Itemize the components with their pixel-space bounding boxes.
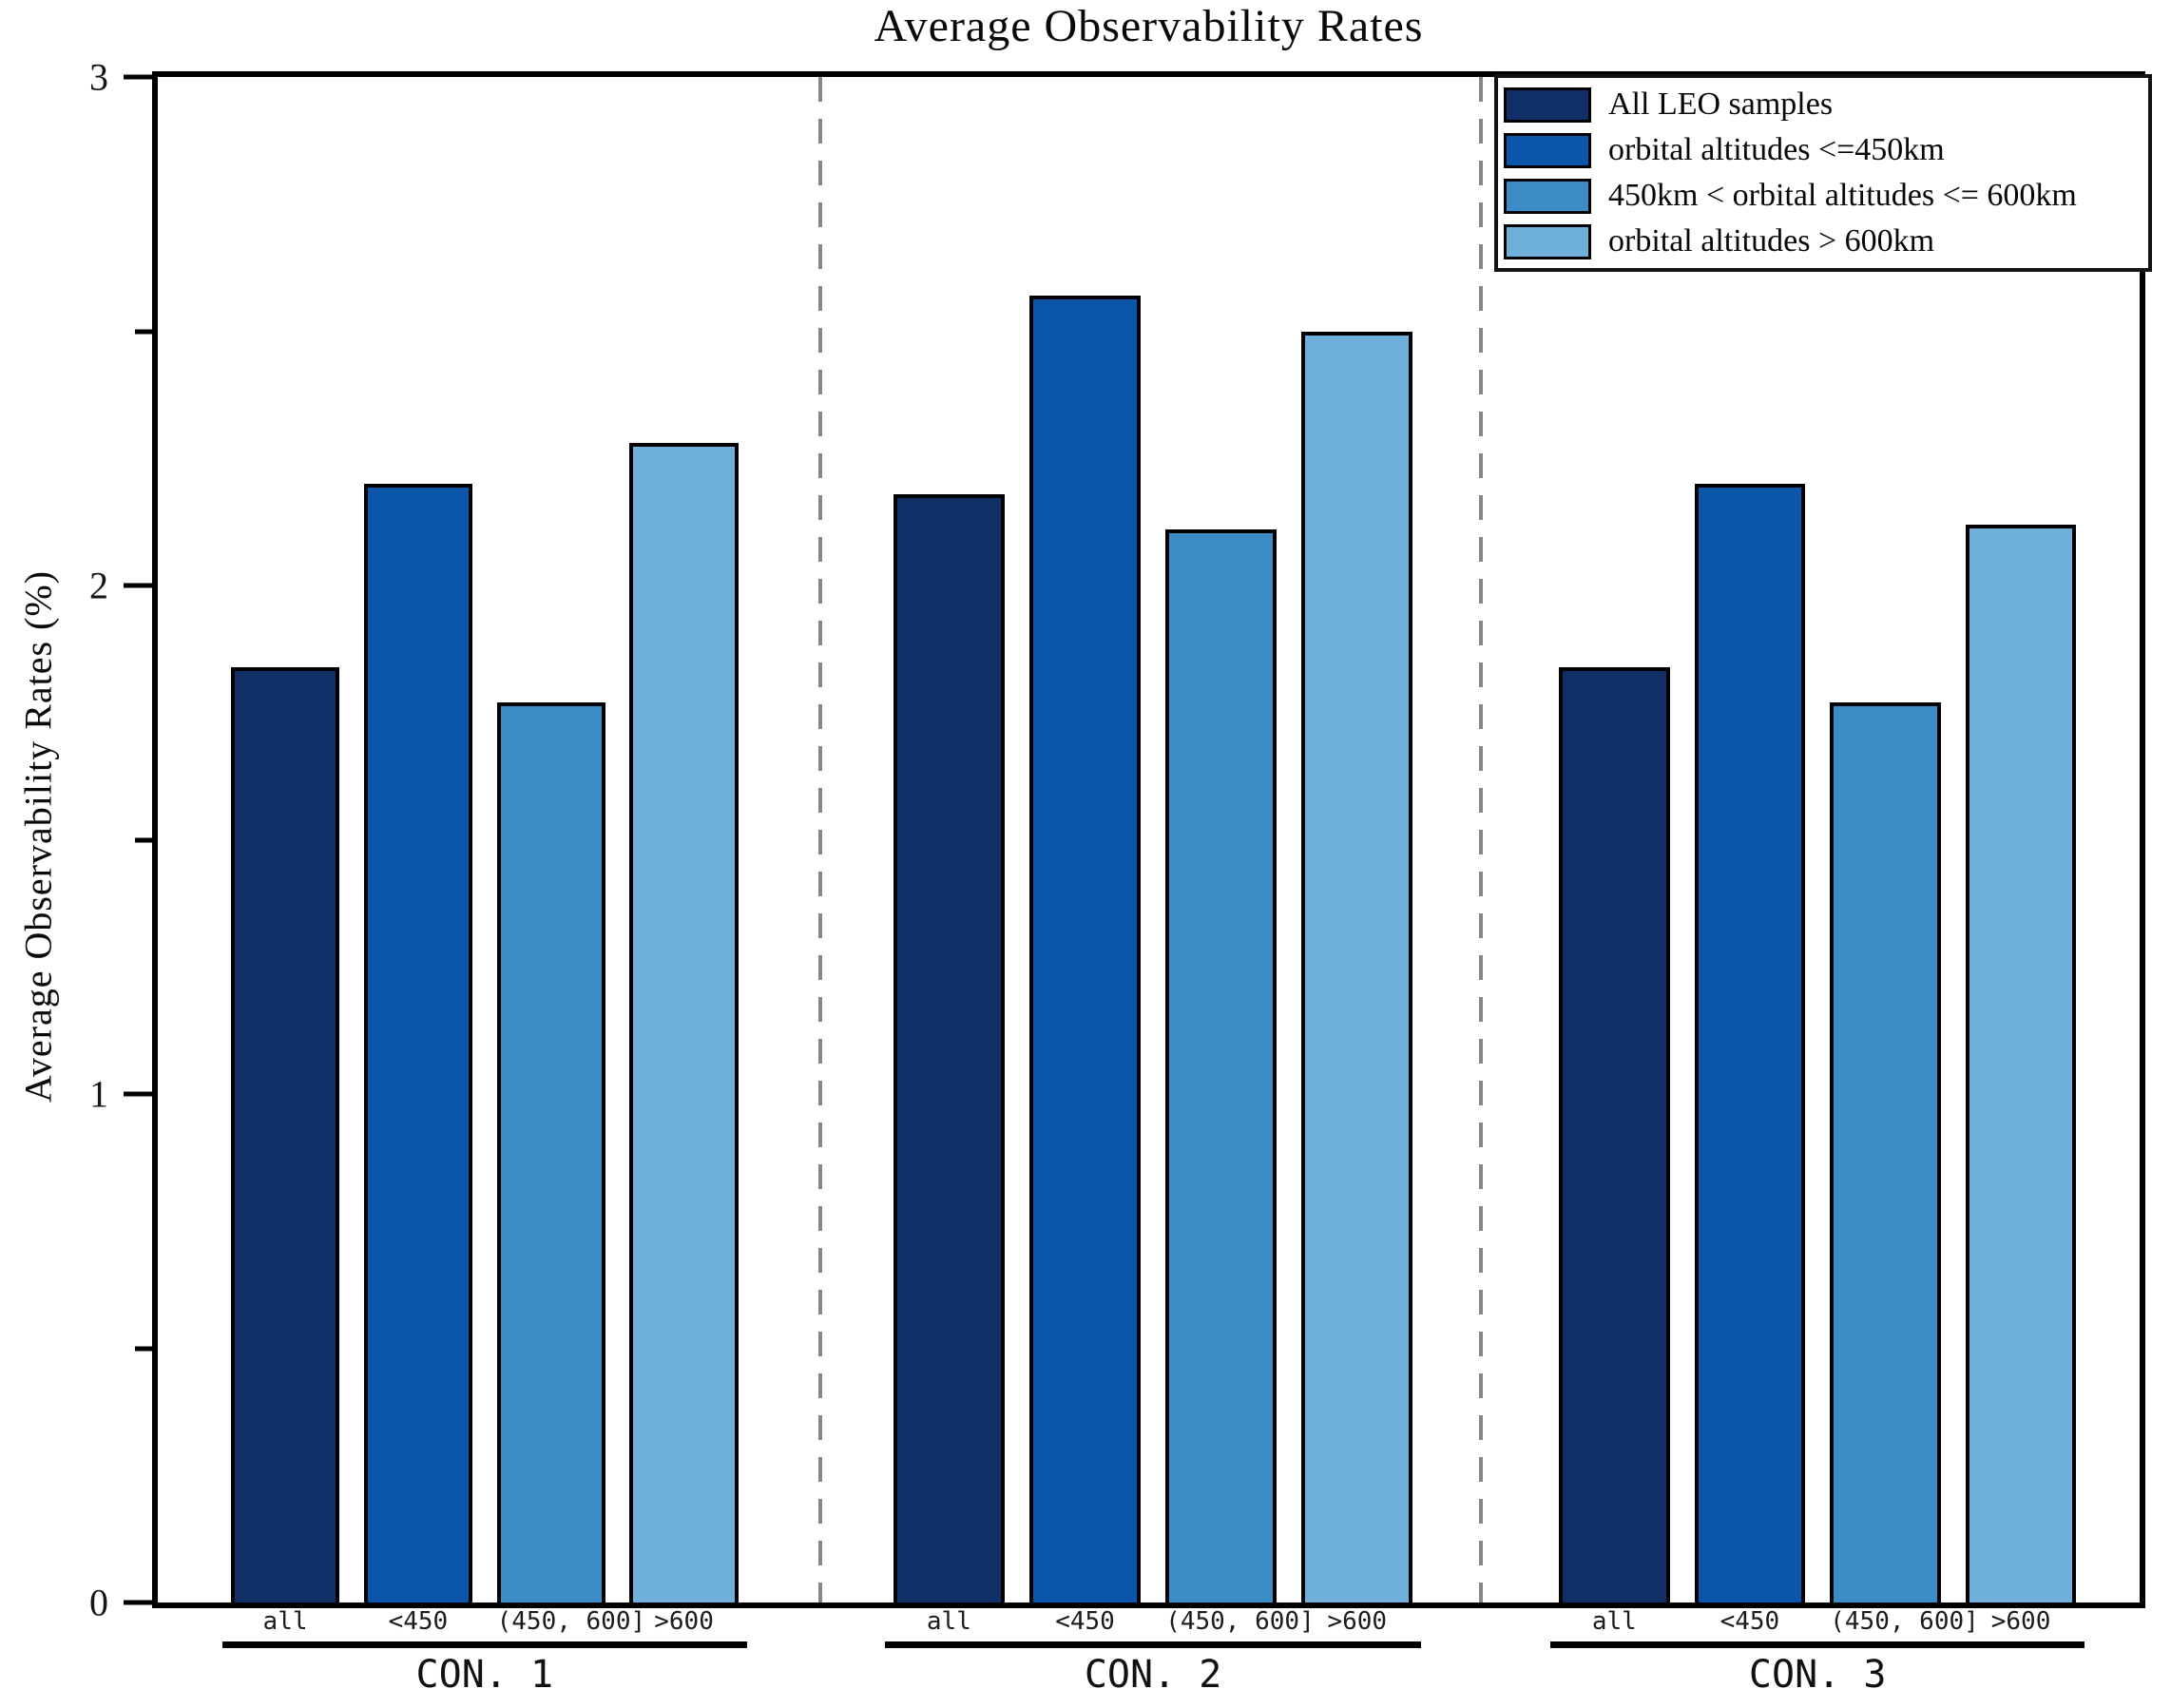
x-bar-label: (450, 600] (1165, 1607, 1315, 1636)
bar-group3-series1 (1559, 666, 1670, 1602)
x-group-3: all <450 (450, 600] >600 CON. 3 (1550, 1606, 2085, 1697)
x-bar-label: >600 (1327, 1607, 1388, 1636)
x-bar-label: >600 (654, 1607, 714, 1636)
y-major-tick (124, 1600, 152, 1605)
bar-group3-series3 (1830, 702, 1941, 1602)
y-axis-label: Average Observability Rates (%) (16, 569, 60, 1103)
x-bar-label: all (1591, 1607, 1637, 1636)
y-tick-label: 1 (89, 1072, 108, 1116)
bar-group1-series4 (629, 443, 739, 1602)
x-bar-labels: all <450 (450, 600] >600 (231, 1606, 739, 1637)
y-minor-tick (135, 1346, 152, 1352)
bar-group-1 (230, 77, 739, 1602)
x-bar-label: <450 (1720, 1607, 1780, 1636)
legend-label: 450km < orbital altitudes <= 600km (1608, 178, 2077, 213)
x-bar-label: <450 (1055, 1607, 1115, 1636)
group-separator-line (1479, 77, 1484, 1602)
x-group-name: CON. 1 (415, 1653, 554, 1697)
bar-group2-series1 (893, 493, 1005, 1602)
bar-group1-series2 (363, 484, 472, 1602)
x-group-underline (221, 1641, 747, 1648)
y-minor-tick (135, 329, 152, 334)
legend: All LEO samples orbital altitudes <=450km… (1494, 74, 2152, 272)
legend-swatch (1504, 86, 1591, 123)
x-bar-label: all (926, 1607, 971, 1636)
x-group-2: all <450 (450, 600] >600 CON. 2 (884, 1606, 1422, 1697)
x-group-name: CON. 3 (1748, 1653, 1887, 1697)
legend-swatch (1504, 223, 1591, 259)
bar-group3-series4 (1965, 524, 2077, 1602)
legend-item: orbital altitudes <=450km (1504, 127, 2148, 173)
x-group-name: CON. 2 (1084, 1653, 1222, 1697)
x-group-underline (1550, 1641, 2085, 1648)
x-bar-label: >600 (1990, 1607, 2051, 1636)
bar-group-3 (1559, 77, 2077, 1602)
legend-item: orbital altitudes > 600km (1504, 219, 2148, 264)
legend-label: All LEO samples (1608, 86, 1834, 122)
x-bar-labels: all <450 (450, 600] >600 (1559, 1606, 2076, 1637)
y-major-tick (124, 74, 152, 80)
y-minor-tick (135, 837, 152, 842)
x-bar-label: (450, 600] (496, 1607, 646, 1636)
bar-group2-series2 (1029, 296, 1141, 1602)
y-tick-label: 3 (89, 55, 108, 99)
bar-group-2 (893, 77, 1413, 1602)
legend-label: orbital altitudes > 600km (1608, 223, 1935, 259)
chart-title: Average Observability Rates (874, 1, 1424, 51)
legend-swatch (1504, 132, 1591, 168)
legend-item: 450km < orbital altitudes <= 600km (1504, 173, 2148, 219)
bar-group3-series2 (1694, 484, 1806, 1602)
legend-item: All LEO samples (1504, 82, 2148, 127)
group-separator-line (817, 77, 822, 1602)
legend-rows: All LEO samples orbital altitudes <=450km… (1504, 82, 2148, 264)
plot-area: 0 1 2 3 all <450 (450, 600] >600 CON. 1 all <450 (… (89, 56, 2145, 1696)
legend-label: orbital altitudes <=450km (1608, 132, 1945, 167)
bar-group1-series3 (496, 702, 605, 1602)
y-major-tick (124, 1091, 152, 1097)
bar-group2-series4 (1301, 331, 1413, 1602)
x-bar-label: all (262, 1607, 308, 1636)
x-group-1: all <450 (450, 600] >600 CON. 1 (221, 1606, 747, 1697)
bar-group2-series3 (1165, 529, 1278, 1602)
legend-swatch (1504, 178, 1591, 214)
x-group-underline (884, 1641, 1422, 1648)
y-tick-label: 0 (89, 1581, 108, 1624)
x-bar-labels: all <450 (450, 600] >600 (893, 1606, 1412, 1637)
y-tick-label: 2 (89, 564, 108, 607)
y-major-tick (124, 583, 152, 588)
x-bar-label: (450, 600] (1830, 1607, 1979, 1636)
x-bar-label: <450 (388, 1607, 449, 1636)
bar-group1-series1 (230, 666, 340, 1602)
